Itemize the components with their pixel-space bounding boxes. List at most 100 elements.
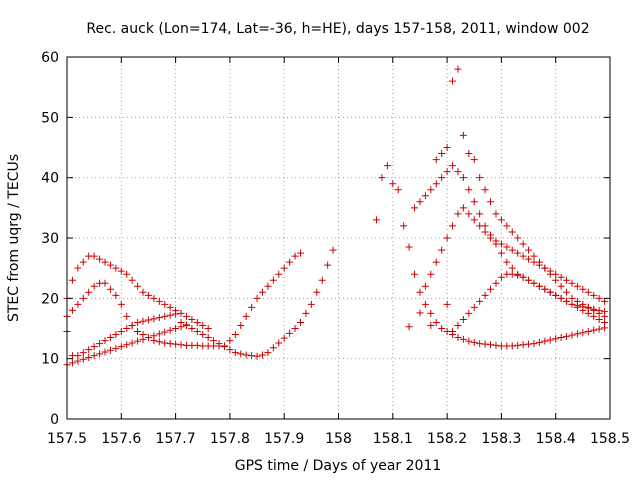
data-point-plus bbox=[210, 337, 218, 345]
data-point-plus bbox=[573, 330, 581, 338]
data-point-plus bbox=[568, 300, 576, 308]
x-axis-label: GPS time / Days of year 2011 bbox=[235, 458, 442, 474]
data-point-plus bbox=[525, 255, 533, 263]
data-point-plus bbox=[492, 237, 500, 245]
data-point-plus bbox=[497, 216, 505, 224]
data-point-plus bbox=[90, 343, 98, 351]
data-point-plus bbox=[487, 234, 495, 242]
data-point-plus bbox=[427, 309, 435, 317]
data-point-plus bbox=[514, 234, 522, 242]
data-point-plus bbox=[269, 276, 277, 284]
data-point-plus bbox=[535, 258, 543, 266]
data-point-plus bbox=[432, 180, 440, 188]
x-tick-label: 158.4 bbox=[536, 431, 576, 447]
data-point-plus bbox=[563, 276, 571, 284]
data-point-plus bbox=[134, 337, 142, 345]
data-point-plus bbox=[416, 288, 424, 296]
data-point-plus bbox=[389, 180, 397, 188]
data-point-plus bbox=[443, 168, 451, 176]
data-point-plus bbox=[546, 288, 554, 296]
data-point-plus bbox=[134, 328, 142, 336]
data-point-plus bbox=[117, 300, 125, 308]
data-point-plus bbox=[432, 156, 440, 164]
data-point-plus bbox=[438, 246, 446, 254]
data-point-plus bbox=[188, 325, 196, 332]
data-point-plus bbox=[454, 65, 462, 73]
data-point-plus bbox=[519, 341, 527, 349]
data-point-plus bbox=[552, 335, 560, 343]
x-tick-label: 158.1 bbox=[373, 431, 413, 447]
data-point-plus bbox=[68, 306, 76, 314]
data-point-plus bbox=[117, 328, 125, 336]
data-point-plus bbox=[204, 334, 212, 342]
data-point-plus bbox=[557, 334, 565, 342]
data-point-plus bbox=[318, 276, 326, 284]
chart-title: Rec. auck (Lon=174, Lat=-36, h=HE), days… bbox=[86, 21, 589, 37]
data-point-plus bbox=[508, 246, 516, 254]
data-point-plus bbox=[286, 329, 294, 337]
data-point-plus bbox=[470, 156, 478, 164]
data-point-plus bbox=[508, 270, 516, 278]
data-point-plus bbox=[525, 276, 533, 284]
data-point-plus bbox=[601, 312, 609, 320]
data-point-plus bbox=[525, 340, 533, 348]
data-point-plus bbox=[123, 341, 131, 349]
data-point-plus bbox=[579, 306, 587, 314]
data-point-plus bbox=[172, 340, 180, 348]
data-point-plus bbox=[112, 344, 120, 352]
data-point-plus bbox=[161, 328, 169, 336]
data-point-plus bbox=[530, 252, 538, 260]
x-tick-label: 158 bbox=[325, 431, 352, 447]
data-point-plus bbox=[438, 174, 446, 182]
data-point-plus bbox=[563, 297, 571, 305]
data-point-plus bbox=[128, 339, 136, 347]
data-point-plus bbox=[541, 337, 549, 345]
data-point-plus bbox=[503, 222, 511, 230]
data-point-plus bbox=[573, 297, 581, 305]
data-point-plus bbox=[519, 240, 527, 248]
data-point-plus bbox=[427, 186, 435, 194]
data-point-plus bbox=[465, 186, 473, 194]
data-point-plus bbox=[530, 340, 538, 348]
data-point-plus bbox=[258, 351, 266, 359]
data-point-plus bbox=[481, 291, 489, 299]
data-point-plus bbox=[296, 318, 304, 326]
x-tick-label: 157.9 bbox=[264, 431, 304, 447]
data-point-plus bbox=[421, 192, 429, 200]
data-point-plus bbox=[101, 279, 109, 287]
data-point-plus bbox=[443, 300, 451, 308]
data-point-plus bbox=[96, 255, 104, 263]
data-point-plus bbox=[405, 243, 413, 251]
data-point-plus bbox=[557, 273, 565, 281]
data-point-plus bbox=[590, 326, 598, 334]
data-point-plus bbox=[302, 309, 310, 317]
data-point-plus bbox=[481, 228, 489, 236]
data-point-plus bbox=[112, 331, 120, 339]
data-point-plus bbox=[438, 150, 446, 158]
data-point-plus bbox=[541, 285, 549, 293]
data-point-plus bbox=[96, 350, 104, 358]
x-tick-label: 158.5 bbox=[590, 431, 630, 447]
data-point-plus bbox=[497, 273, 505, 281]
data-point-plus bbox=[492, 279, 500, 287]
data-point-plus bbox=[421, 300, 429, 308]
x-tick-label: 158.3 bbox=[481, 431, 521, 447]
data-point-plus bbox=[508, 228, 516, 236]
data-point-plus bbox=[199, 331, 207, 339]
data-point-plus bbox=[96, 340, 104, 348]
data-point-plus bbox=[123, 312, 131, 320]
data-point-plus bbox=[117, 267, 125, 275]
data-point-plus bbox=[595, 315, 603, 323]
axis-ticks: 157.5 157.6 157.7 157.8 157.9 158 158.1 158.2 15… bbox=[41, 50, 630, 447]
y-tick-label: 60 bbox=[41, 50, 59, 66]
data-point-plus bbox=[182, 321, 190, 329]
data-point-plus bbox=[459, 335, 467, 343]
data-point-plus bbox=[85, 346, 93, 354]
data-point-plus bbox=[253, 352, 261, 360]
data-point-plus bbox=[68, 359, 76, 367]
y-tick-label: 0 bbox=[50, 412, 59, 428]
data-point-plus bbox=[112, 264, 120, 272]
data-point-plus bbox=[465, 210, 473, 218]
